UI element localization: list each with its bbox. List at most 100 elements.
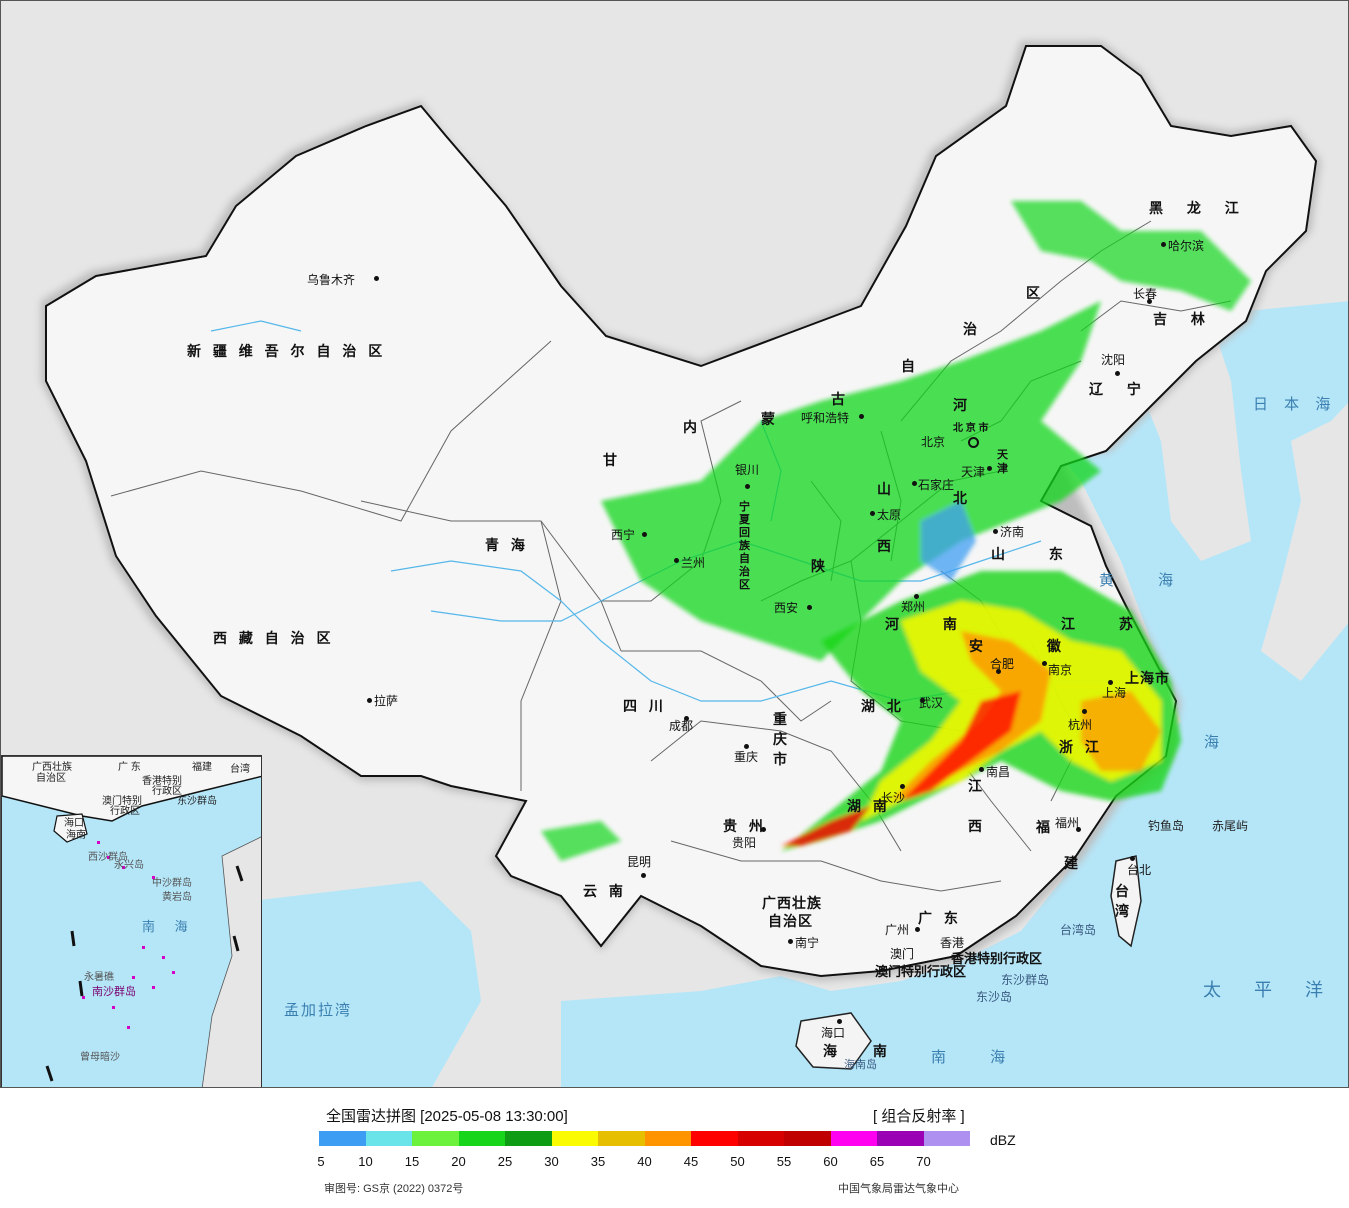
inset-macau: 澳门特别 (102, 796, 142, 807)
city-xining[interactable]: 西宁 (611, 528, 636, 542)
label-zhejiang: 浙 江 (1059, 739, 1103, 755)
city-dot (807, 605, 812, 610)
inset-huangyan: 黄岩岛 (162, 892, 192, 903)
city-nanchang[interactable]: 南昌 (986, 765, 1011, 779)
city-haerbin[interactable]: 哈尔滨 (1168, 239, 1205, 253)
radar-echoes (541, 201, 1251, 861)
label-jiangxi-2: 西 (968, 818, 986, 834)
city-dot (367, 698, 372, 703)
radar-map[interactable]: 新 疆 维 吾 尔 自 治 区 西 藏 自 治 区 青 海 甘 四 川 云 南 … (0, 0, 1349, 1088)
city-lanzhou[interactable]: 兰州 (681, 556, 706, 570)
city-guangzhou[interactable]: 广州 (885, 923, 910, 937)
label-hubei: 湖 北 (861, 698, 905, 714)
city-urumqi[interactable]: 乌鲁木齐 (307, 273, 356, 287)
city-wuhan[interactable]: 武汉 (919, 696, 944, 710)
city-nanning[interactable]: 南宁 (795, 936, 820, 950)
label-guangxi-1: 广西壮族 (762, 895, 822, 911)
label-ningxia: 宁 夏 回 族 自 治 区 (739, 501, 750, 591)
city-nanjing[interactable]: 南京 (1048, 663, 1073, 677)
city-zhengzhou[interactable]: 郑州 (901, 600, 926, 614)
legend-unit: dBZ (990, 1132, 1016, 1148)
label-sichuan: 四 川 (623, 698, 667, 714)
city-fuzhou[interactable]: 福州 (1055, 816, 1080, 830)
label-east-sea: 海 (1204, 734, 1226, 751)
city-changsha[interactable]: 长沙 (881, 791, 906, 805)
colorbar-tick-label: 50 (730, 1154, 745, 1169)
label-guangdong: 广 东 (918, 910, 962, 926)
inset-right-land (201, 836, 261, 1087)
city-xian[interactable]: 西安 (774, 601, 799, 615)
city-dot (914, 594, 919, 599)
city-taibei[interactable]: 台北 (1127, 863, 1152, 877)
approval-number: 审图号: GS京 (2022) 0372号 (324, 1183, 464, 1195)
city-tianjin[interactable]: 天津 (961, 465, 986, 479)
city-xianggang[interactable]: 香港 (940, 936, 965, 950)
label-shanxi-2: 西 (877, 538, 895, 554)
city-dot (761, 827, 766, 832)
city-dot (1161, 242, 1166, 247)
label-yellow-sea: 黄 海 (1099, 572, 1194, 589)
colorbar-segment (412, 1131, 459, 1146)
city-dot (993, 529, 998, 534)
colorbar-segment (877, 1131, 924, 1146)
city-taiyuan[interactable]: 太原 (877, 508, 902, 522)
city-jinan[interactable]: 济南 (1000, 525, 1025, 539)
label-neimenggu-3: 古 (831, 391, 849, 407)
label-hebei-1: 河 (953, 397, 971, 413)
colorbar-tick-label: 15 (404, 1154, 420, 1169)
label-hebei-2: 北 (953, 490, 971, 506)
colorbar-segment (691, 1131, 738, 1146)
city-kunming[interactable]: 昆明 (627, 855, 652, 869)
label-yunnan: 云 南 (583, 883, 627, 899)
city-shanghai[interactable]: 上海 (1102, 686, 1127, 700)
legend-product: [ 组合反射率 ] (873, 1108, 965, 1125)
city-hangzhou[interactable]: 杭州 (1068, 718, 1093, 732)
inset-dongsha: 东沙群岛 (177, 796, 217, 807)
label-hainan-island: 海南岛 (844, 1059, 877, 1071)
inset-macau2: 行政区 (110, 806, 140, 817)
label-gansu: 甘 (603, 452, 621, 468)
city-huhehaote[interactable]: 呼和浩特 (801, 411, 850, 425)
city-chongqing[interactable]: 重庆 (734, 750, 759, 764)
city-shijiazhuang[interactable]: 石家庄 (918, 478, 955, 492)
city-dot (900, 784, 905, 789)
label-fujian-1: 福 (1036, 819, 1054, 835)
label-jilin: 吉 林 (1153, 311, 1215, 327)
city-changchun[interactable]: 长春 (1133, 287, 1158, 301)
city-haikou[interactable]: 海口 (821, 1026, 846, 1040)
city-dot (1108, 680, 1113, 685)
label-neimenggu-6: 区 (1026, 285, 1044, 301)
city-dot (837, 1019, 842, 1024)
city-dot (641, 873, 646, 878)
label-guangxi-2: 自治区 (768, 913, 813, 929)
colorbar-segment (505, 1131, 552, 1146)
source-credit: 中国气象局雷达气象中心 (838, 1183, 959, 1195)
city-hefei[interactable]: 合肥 (990, 657, 1015, 671)
inset-hk: 香港特别 (142, 776, 182, 787)
label-liaoning: 辽 宁 (1089, 381, 1151, 397)
city-chengdu[interactable]: 成都 (669, 719, 694, 733)
colorbar-tick-label: 5 (317, 1154, 325, 1169)
city-dot (915, 927, 920, 932)
city-dot (1130, 856, 1135, 861)
hainan-island-shape (795, 1012, 872, 1070)
city-beijing[interactable]: 北京 (921, 435, 946, 449)
city-guiyang[interactable]: 贵阳 (732, 836, 757, 850)
inset-island-dots (82, 841, 175, 1029)
colorbar-segment (365, 1131, 412, 1146)
city-dot (1115, 371, 1120, 376)
label-hongkong: 香港特别行政区 (951, 951, 1043, 966)
inset-zengmu: 曾母暗沙 (80, 1052, 120, 1063)
city-lhasa[interactable]: 拉萨 (374, 694, 399, 708)
colorbar (319, 1131, 970, 1146)
city-shenyang[interactable]: 沈阳 (1101, 353, 1126, 367)
colorbar-tick-label: 35 (590, 1154, 606, 1169)
inset-canvas (2, 756, 261, 1087)
label-beijing-prov: 北 京 市 (953, 423, 989, 434)
city-yinchuan[interactable]: 银川 (735, 463, 760, 477)
label-taiwan: 台 湾 (1115, 883, 1130, 919)
city-dot (1042, 661, 1047, 666)
colorbar-segment (458, 1131, 505, 1146)
colorbar-tick-label: 25 (497, 1154, 513, 1169)
city-aomen[interactable]: 澳门 (890, 947, 915, 961)
